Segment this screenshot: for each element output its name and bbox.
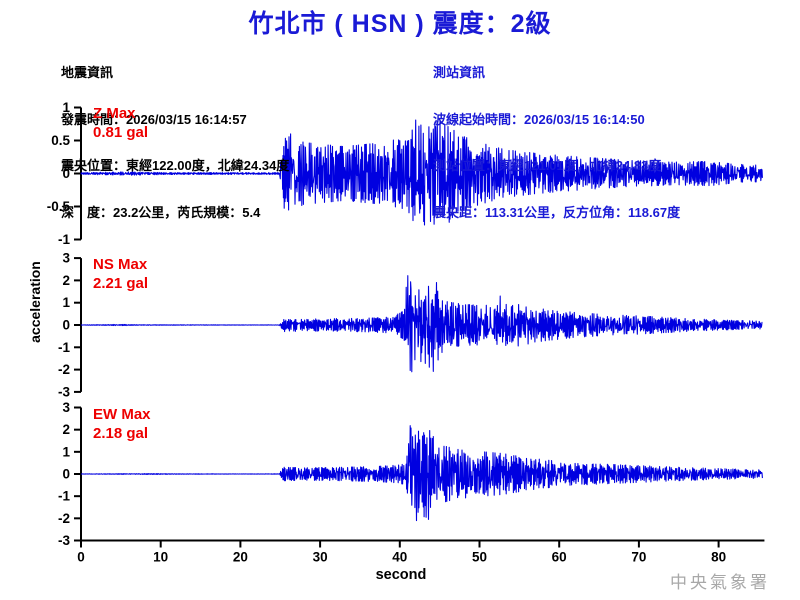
y-tick-label-ew: -3 [58, 533, 70, 548]
channel-z-max-value: 0.81 gal [93, 124, 149, 141]
earthquake-info-heading: 地震資訊 [61, 65, 114, 80]
y-tick-label-ns: 0 [62, 318, 70, 333]
x-tick-label: 30 [313, 550, 328, 565]
waveform-trace-z [80, 119, 763, 226]
epicenter-location-line: 震央位置：東經122.00度，北緯24.34度 [61, 158, 290, 173]
channel-ew-max-value: 2.18 gal [93, 425, 149, 442]
station-info-block: 測站資訊 波線起始時間：2026/03/15 16:14:50 測站位置：東經1… [433, 34, 680, 251]
channel-ns-name: NS Max [93, 256, 148, 273]
channel-ew-name: EW Max [93, 406, 151, 423]
y-tick-label-z: 0 [62, 166, 70, 181]
channel-ns-max-value: 2.21 gal [93, 275, 149, 292]
x-tick-label: 0 [77, 550, 85, 565]
x-tick-label: 10 [153, 550, 168, 565]
waveform-trace-ew [80, 425, 763, 522]
y-tick-label-ns: 3 [62, 251, 70, 266]
depth-magnitude-line: 深 度：23.2公里，芮氏規模：5.4 [61, 204, 261, 220]
y-tick-label-ew: -1 [58, 489, 70, 504]
x-tick-label: 40 [392, 550, 407, 565]
y-tick-label-z: 1 [62, 100, 70, 115]
waveform-trace-ns [80, 275, 763, 373]
channel-ns-max-label: NS Max 2.21 gal [93, 255, 148, 293]
y-tick-label-ew: -2 [58, 511, 70, 526]
channel-z-max-label: Z Max 0.81 gal [93, 104, 148, 142]
channel-z-name: Z Max [93, 105, 136, 122]
x-tick-label: 60 [552, 550, 567, 565]
agency-watermark: 中央氣象署 [670, 573, 770, 592]
y-tick-label-ew: 3 [62, 400, 70, 415]
trace-start-time-line: 波線起始時間：2026/03/15 16:14:50 [433, 111, 645, 127]
x-tick-label: 70 [631, 550, 646, 565]
origin-time-line: 發震時間：2026/03/15 16:14:57 [61, 111, 247, 127]
x-axis-title: second [375, 567, 427, 583]
y-tick-label-ns: 2 [62, 273, 70, 288]
y-tick-label-ew: 0 [62, 467, 70, 482]
y-tick-label-z: -1 [58, 232, 70, 247]
y-tick-label-z: 0.5 [51, 133, 70, 148]
y-tick-label-ns: -3 [58, 384, 70, 399]
y-tick-label-ew: 2 [62, 422, 70, 437]
y-tick-label-ns: -1 [58, 340, 70, 355]
x-tick-label: 20 [233, 550, 248, 565]
y-tick-label-z: -0.5 [47, 199, 71, 214]
channel-ew-max-label: EW Max 2.18 gal [93, 405, 151, 443]
station-location-line: 測站位置：東經121.01度，北緯24.83度 [433, 158, 662, 173]
x-tick-label: 50 [472, 550, 487, 565]
earthquake-info-block: 地震資訊 發震時間：2026/03/15 16:14:57 震央位置：東經122… [61, 34, 289, 251]
page-title: 竹北市 ( HSN ) 震度：2級 [248, 10, 552, 38]
y-tick-label-ns: -2 [58, 362, 70, 377]
y-tick-label-ew: 1 [62, 444, 70, 459]
epicentral-distance-line: 震央距：113.31公里，反方位角：118.67度 [433, 204, 681, 220]
y-tick-label-ns: 1 [62, 295, 70, 310]
y-axis-title: acceleration [27, 261, 43, 343]
station-info-heading: 測站資訊 [433, 65, 486, 80]
x-tick-label: 80 [711, 550, 726, 565]
